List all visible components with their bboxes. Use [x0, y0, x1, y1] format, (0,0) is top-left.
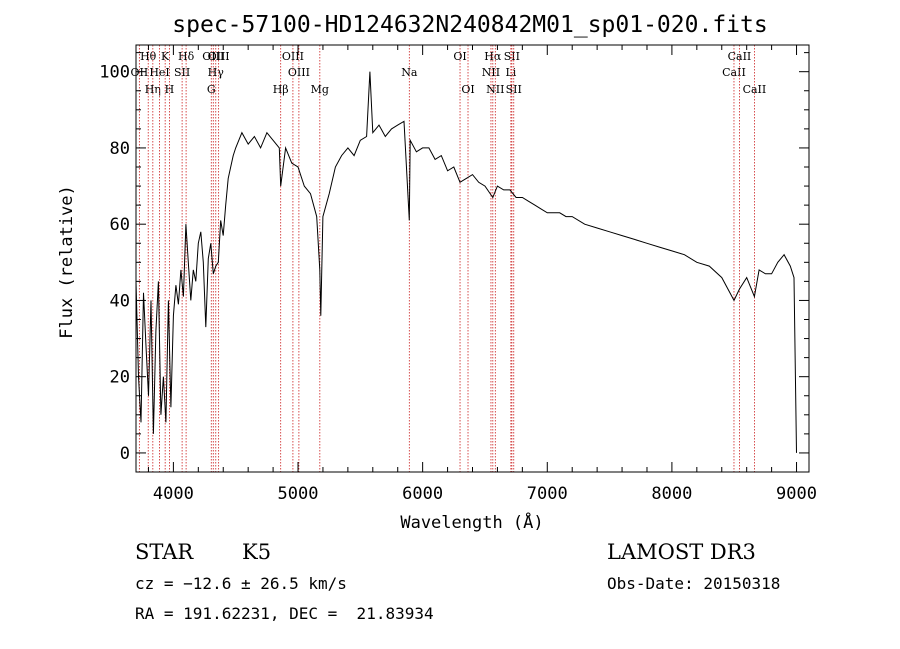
obs-date-text: Obs-Date: 20150318	[607, 574, 780, 593]
y-axis-ticks: 0 20 40 60 80 100	[99, 52, 809, 464]
spectral-line-label: Hη	[145, 83, 161, 96]
y-tick-label: 40	[110, 291, 130, 311]
spectral-line-label: OIII	[282, 50, 304, 63]
coords-text: RA = 191.62231, DEC = 21.83934	[135, 604, 434, 623]
spectral-line-markers: HθOIIHηHeIKHSIIHδGOIIIHγOIIIHβOIIIOIIIMg…	[131, 45, 767, 472]
spectral-line-label: OI	[461, 83, 474, 96]
plot-frame	[135, 44, 810, 473]
spectral-line-label: Na	[401, 66, 418, 79]
spectral-line-label: CaII	[722, 66, 746, 79]
y-tick-label: 100	[99, 63, 130, 83]
spectral-line-label: Hβ	[273, 83, 289, 96]
spectral-line-label: G	[207, 83, 216, 96]
spectral-line-label: K	[161, 50, 170, 63]
spectral-line-label: OI	[453, 50, 466, 63]
spectral-line-label: Hα	[484, 50, 502, 63]
spectral-line-label: NII	[486, 83, 504, 96]
x-tick-label: 4000	[153, 484, 194, 504]
spectral-line-label: HeI	[149, 66, 169, 79]
y-tick-label: 60	[110, 215, 130, 235]
spectral-line-label: OIII	[288, 66, 310, 79]
spectral-line-label: NII	[482, 66, 500, 79]
spectral-line-label: Hδ	[178, 50, 195, 63]
x-axis-label: Wavelength (Å)	[400, 511, 543, 533]
spectral-line-label: CaII	[728, 50, 752, 63]
spectrum-series	[135, 71, 797, 453]
spectral-line-label: H	[165, 83, 175, 96]
spectral-line-label: OII	[131, 66, 149, 79]
x-tick-label: 6000	[402, 484, 443, 504]
x-tick-label: 5000	[278, 484, 319, 504]
object-class: STAR	[135, 540, 194, 564]
x-tick-label: 7000	[527, 484, 568, 504]
x-tick-label: 8000	[651, 484, 692, 504]
spectral-line-label: Mg	[311, 83, 329, 96]
spectral-line-label: Li	[505, 66, 516, 79]
spectral-line-label: OIII	[208, 50, 230, 63]
spectral-line-label: CaII	[743, 83, 767, 96]
y-tick-label: 0	[120, 444, 130, 464]
spectral-line-label: Hθ	[140, 50, 157, 63]
spectral-line-label: SII	[506, 83, 522, 96]
x-tick-label: 9000	[776, 484, 817, 504]
survey-name: LAMOST DR3	[607, 540, 756, 564]
spectral-line-label: OIII	[202, 50, 224, 63]
spectral-line-label: SII	[504, 50, 520, 63]
chart-title: spec-57100-HD124632N240842M01_sp01-020.f…	[172, 12, 767, 38]
y-axis-label: Flux (relative)	[57, 185, 77, 339]
spectral-line-label: Hγ	[208, 66, 225, 79]
redshift-text: cz = −12.6 ± 26.5 km/s	[135, 574, 347, 593]
object-subclass: K5	[242, 540, 271, 564]
x-axis-ticks: 4000 5000 6000 7000 8000 9000	[147, 45, 817, 504]
y-tick-label: 20	[110, 368, 130, 388]
y-tick-label: 80	[110, 139, 130, 159]
spectrum-line-series	[135, 71, 797, 453]
spectral-line-label: SII	[174, 66, 190, 79]
